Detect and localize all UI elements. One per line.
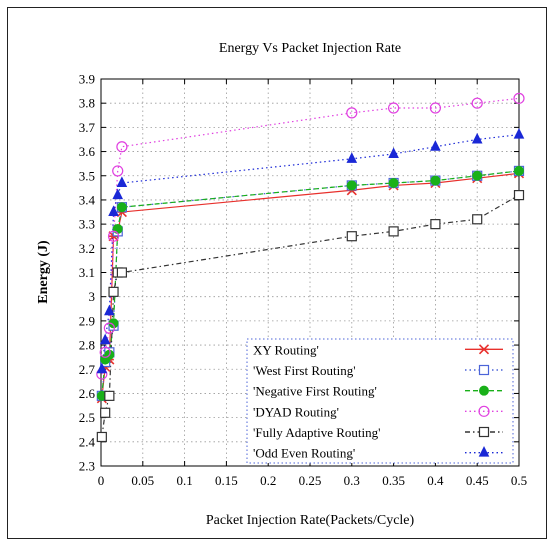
series-line-3 bbox=[101, 97, 519, 375]
series-4-point bbox=[104, 390, 115, 401]
series-4-point bbox=[346, 231, 357, 242]
legend-marker-4 bbox=[478, 426, 490, 438]
x-tick-label: 0.1 bbox=[176, 473, 192, 488]
series-5-point bbox=[104, 304, 115, 316]
x-tick-label: 0.2 bbox=[260, 473, 276, 488]
series-4-point bbox=[430, 219, 441, 230]
y-tick-label: 3.4 bbox=[79, 192, 96, 207]
legend: XY Routing' 'West First Routing' 'Negative… bbox=[246, 338, 514, 464]
series-line-4 bbox=[101, 194, 519, 438]
series-3-point bbox=[116, 141, 128, 153]
series-2-point bbox=[116, 202, 127, 213]
legend-label-2: 'Negative First Routing' bbox=[253, 384, 377, 399]
x-tick-label: 0.15 bbox=[215, 473, 238, 488]
series-5-point bbox=[513, 128, 525, 139]
y-tick-label: 2.3 bbox=[79, 459, 95, 474]
marker-layer bbox=[96, 92, 525, 443]
legend-marker-5 bbox=[478, 446, 490, 457]
legend-label-4: 'Fully Adaptive Routing' bbox=[253, 425, 380, 440]
series-3-point bbox=[103, 322, 115, 334]
x-tick-label: 0.45 bbox=[466, 473, 489, 488]
axes-layer: 0 0.05 0.1 0.15 0.2 0.25 0.3 0.35 0.4 0.45 0.5 2.3 2… bbox=[79, 72, 527, 489]
series-4-point bbox=[108, 286, 119, 297]
x-axis-label: Packet Injection Rate(Packets/Cycle) bbox=[206, 513, 415, 528]
y-tick-label: 3.3 bbox=[79, 217, 95, 232]
series-2-point bbox=[430, 175, 441, 186]
legend-label-3: 'DYAD Routing' bbox=[253, 404, 339, 419]
y-tick-label: 2.8 bbox=[79, 338, 95, 353]
series-3-point bbox=[99, 346, 111, 358]
x-tick-label: 0.5 bbox=[511, 473, 527, 488]
series-5-point bbox=[116, 176, 128, 188]
series-5-point bbox=[99, 333, 111, 345]
legend-label-1: 'West First Routing' bbox=[253, 363, 356, 378]
legend-box bbox=[246, 338, 514, 464]
series-3-point bbox=[107, 230, 120, 242]
series-5-point bbox=[108, 205, 119, 217]
series-5-point bbox=[112, 188, 124, 200]
y-axis-label: Energy (J) bbox=[36, 240, 51, 304]
y-tick-label: 3.7 bbox=[79, 120, 96, 135]
series-4-point bbox=[388, 226, 399, 237]
y-tick-label: 3.5 bbox=[79, 168, 95, 183]
y-tick-label: 2.6 bbox=[79, 386, 96, 401]
y-tick-label: 3.9 bbox=[79, 72, 95, 87]
y-tick-label: 3.1 bbox=[79, 265, 95, 280]
x-tick-label: 0.05 bbox=[131, 473, 154, 488]
series-3-point bbox=[388, 102, 400, 114]
x-tick-label: 0.4 bbox=[427, 473, 444, 488]
series-3-point bbox=[429, 102, 441, 114]
legend-marker-1 bbox=[478, 364, 490, 376]
x-tick-label: 0 bbox=[98, 473, 105, 488]
series-5-point bbox=[471, 132, 483, 144]
series-2-point bbox=[112, 223, 123, 234]
series-4-point bbox=[100, 407, 111, 418]
x-tick-label: 0.35 bbox=[382, 473, 405, 488]
y-tick-label: 2.9 bbox=[79, 313, 95, 328]
x-tick-label: 0.25 bbox=[299, 473, 322, 488]
series-4-point bbox=[96, 431, 107, 443]
y-tick-label: 3.2 bbox=[79, 241, 95, 256]
series-5-point bbox=[346, 152, 358, 163]
series-3-point bbox=[346, 107, 358, 119]
series-5-point bbox=[430, 140, 441, 151]
series-3-point bbox=[471, 97, 483, 109]
series-4-point bbox=[472, 214, 483, 225]
series-2-point bbox=[346, 180, 357, 191]
x-tick-label: 0.3 bbox=[344, 473, 360, 488]
y-tick-label: 2.4 bbox=[79, 434, 96, 449]
legend-marker-3 bbox=[478, 405, 490, 417]
legend-marker-0 bbox=[478, 344, 490, 355]
series-5-point bbox=[96, 362, 108, 374]
series-2-point bbox=[514, 165, 524, 176]
y-tick-label: 3.6 bbox=[79, 144, 96, 159]
legend-label-0: XY Routing' bbox=[253, 342, 319, 357]
y-tick-label: 2.7 bbox=[79, 362, 96, 377]
series-4-point bbox=[116, 267, 128, 278]
y-tick-label: 3 bbox=[89, 289, 96, 304]
series-3-point bbox=[112, 165, 124, 177]
legend-label-5: 'Odd Even Routing' bbox=[253, 446, 355, 461]
series-line-5 bbox=[101, 134, 519, 370]
series-2-point bbox=[472, 170, 483, 181]
series-5-point bbox=[388, 147, 399, 158]
chart-title: Energy Vs Packet Injection Rate bbox=[219, 41, 401, 56]
y-tick-label: 3.8 bbox=[79, 96, 95, 111]
legend-marker-2 bbox=[479, 385, 489, 396]
series-2-point bbox=[388, 178, 399, 189]
series-4-point bbox=[513, 190, 525, 201]
y-tick-label: 2.5 bbox=[79, 410, 95, 425]
series-3-point bbox=[513, 92, 525, 104]
